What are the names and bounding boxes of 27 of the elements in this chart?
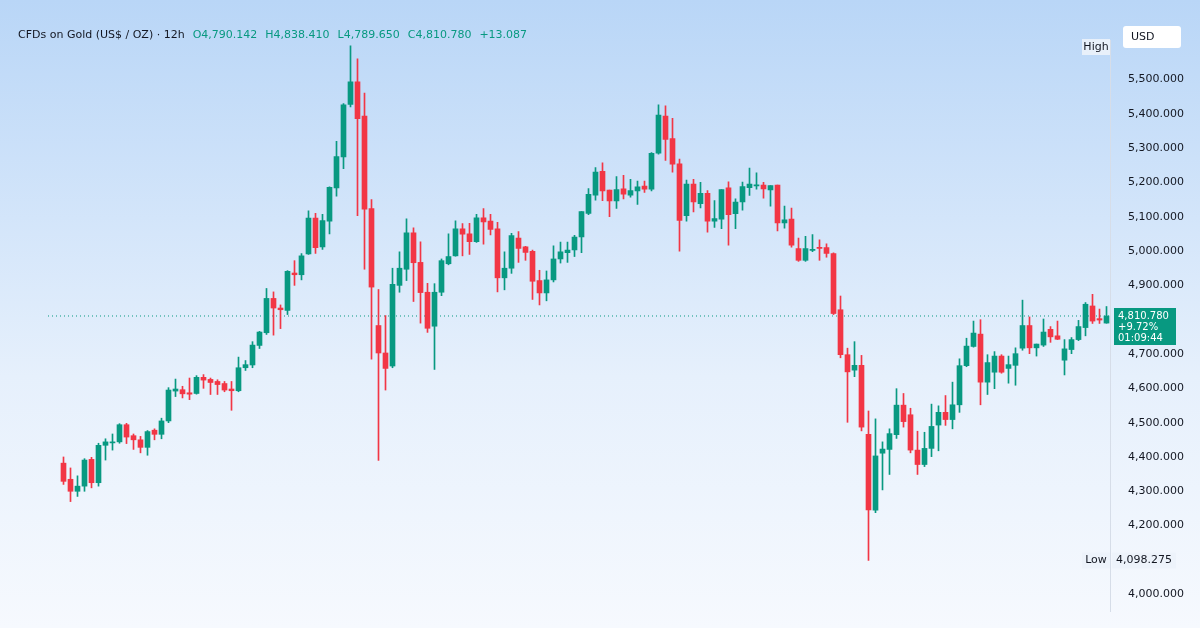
chart-title: CFDs on Gold (US$ / OZ) · 12h xyxy=(18,28,185,41)
annotation: High xyxy=(1083,39,1109,53)
ref-line-label: 4,810.780 xyxy=(1118,309,1169,321)
y-tick-label: 5,400.000 xyxy=(1128,106,1184,120)
y-tick-label: 4,200.000 xyxy=(1128,518,1184,532)
annotation: +13.087 xyxy=(479,28,528,41)
y-tick-label: 4,500.000 xyxy=(1128,415,1184,429)
y-tick-label: 4,300.000 xyxy=(1128,484,1184,498)
y-tick-label: 4,400.000 xyxy=(1128,449,1184,463)
text: 01:09:44 xyxy=(1118,331,1163,343)
y-tick-label: 5,000.000 xyxy=(1128,243,1184,257)
annotation: Low xyxy=(1085,553,1107,567)
y-tick-label: 4,000.000 xyxy=(1128,587,1184,601)
text: +9.72% xyxy=(1118,320,1159,332)
y-tick-label: 5,200.000 xyxy=(1128,175,1184,189)
y-tick-label: 5,500.000 xyxy=(1128,72,1184,86)
y-tick-label: 5,100.000 xyxy=(1128,209,1184,223)
y-tick-label: 5,300.000 xyxy=(1128,140,1184,154)
text: 4,098.275 xyxy=(1116,553,1172,567)
annotation: O4,790.142 xyxy=(192,28,258,41)
y-tick-label: 4,600.000 xyxy=(1128,381,1184,395)
annotation: L4,789.650 xyxy=(337,28,400,41)
annotation: C4,810.780 xyxy=(407,28,472,41)
y-tick-label: 4,900.000 xyxy=(1128,278,1184,292)
y-tick-label: 4,700.000 xyxy=(1128,346,1184,360)
text: USD xyxy=(1123,26,1181,48)
annotation: H4,838.410 xyxy=(265,28,330,41)
